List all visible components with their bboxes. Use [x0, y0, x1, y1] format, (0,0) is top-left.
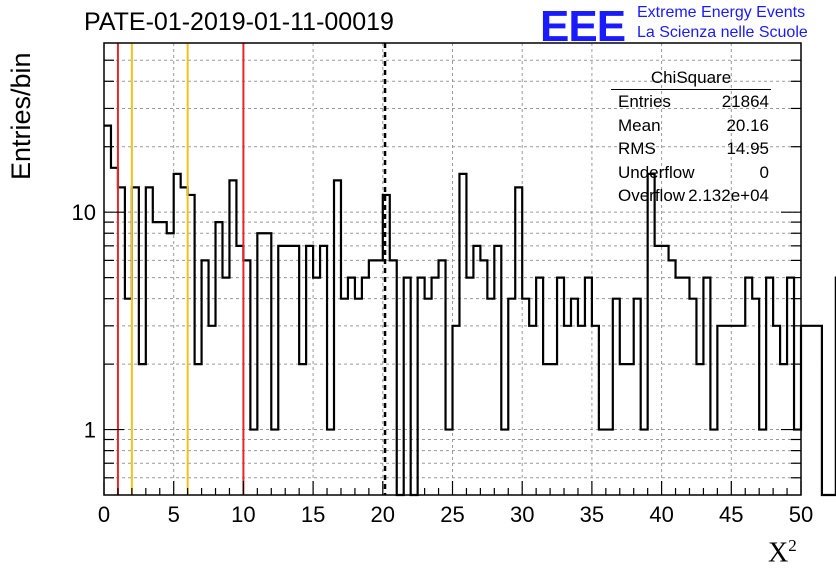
stats-value: 21864 — [721, 92, 769, 111]
stats-value: 2.132e+04 — [688, 186, 769, 205]
stats-box: ChiSquare Entries 21864 Mean 20.16 RMS 1… — [611, 68, 771, 210]
stats-key: Mean — [618, 115, 661, 135]
x-tick-label: 5 — [168, 502, 180, 527]
x-tick-label: 40 — [649, 502, 673, 527]
x-tick-label: 20 — [371, 502, 395, 527]
stats-key: RMS — [618, 139, 656, 158]
y-tick-label: 10 — [72, 200, 96, 225]
stats-key: Entries — [618, 92, 671, 111]
x-tick-label: 15 — [301, 502, 325, 527]
x-tick-label: 30 — [510, 502, 534, 527]
x-tick-label: 0 — [98, 502, 110, 527]
logo-line-1: Extreme Energy Events — [637, 4, 806, 21]
stats-key: Overflow — [618, 186, 686, 205]
x-tick-label: 35 — [580, 502, 604, 527]
stats-title: ChiSquare — [611, 68, 771, 90]
x-tick-label: 50 — [789, 502, 813, 527]
eee-logo: EEE — [540, 2, 626, 51]
stats-row-overflow: Overflow 2.132e+04 — [611, 186, 771, 210]
x-tick-label: 45 — [719, 502, 743, 527]
stats-row-entries: Entries 21864 — [611, 92, 771, 116]
chart-title: PATE-01-2019-01-11-00019 — [84, 8, 394, 36]
stats-value: 20.16 — [726, 115, 769, 135]
x-tick-label: 10 — [231, 502, 255, 527]
stats-key: Underflow — [618, 162, 695, 182]
y-axis-label: Entries/bin — [6, 52, 36, 180]
stats-row-underflow: Underflow 0 — [611, 163, 771, 187]
stats-row-mean: Mean 20.16 — [611, 116, 771, 140]
stats-value: 14.95 — [726, 139, 769, 158]
x-axis-label-base: X — [768, 537, 789, 569]
y-tick-label: 1 — [84, 418, 96, 443]
logo-line-2: La Scienza nelle Scuole — [637, 24, 808, 41]
stats-value: 0 — [759, 162, 769, 182]
x-tick-label: 25 — [440, 502, 464, 527]
x-axis-label-sup: 2 — [788, 536, 797, 555]
histogram-series — [104, 124, 836, 497]
x-axis-label: X2 — [768, 536, 797, 569]
stats-row-rms: RMS 14.95 — [611, 139, 771, 163]
